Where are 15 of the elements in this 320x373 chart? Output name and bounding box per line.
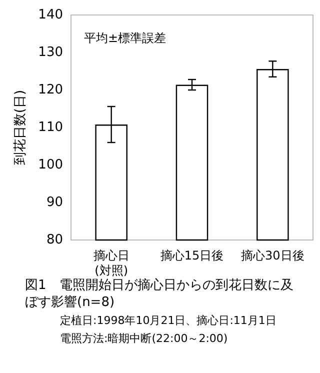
annotation: 平均±標準誤差 bbox=[84, 31, 166, 45]
y-tick-label: 100 bbox=[38, 158, 63, 172]
text: 定植日:1998年10月21日、摘心日:11月1日 bbox=[60, 314, 276, 327]
x-tick-label: 摘心30日後 bbox=[241, 248, 304, 262]
y-tick-label: 90 bbox=[46, 195, 63, 210]
x-tick-label: 摘心日 (対照) bbox=[93, 248, 130, 278]
y-tick-label: 80 bbox=[46, 232, 63, 248]
y-tick-label: 120 bbox=[38, 82, 63, 98]
y-tick-label: 130 bbox=[38, 45, 63, 60]
text: 図1 電照開始日が摘心日からの到花日数に及ぼす影響(n=8) bbox=[25, 277, 294, 310]
text: 電照方法:暗期中断(22:00～2:00) bbox=[60, 332, 228, 345]
x-tick-label: 摘心15日後 bbox=[160, 248, 224, 262]
y-axis-title: 到花日数(日) bbox=[13, 90, 28, 166]
y-tick-label: 110 bbox=[38, 120, 63, 135]
y-tick-label: 140 bbox=[38, 8, 63, 22]
